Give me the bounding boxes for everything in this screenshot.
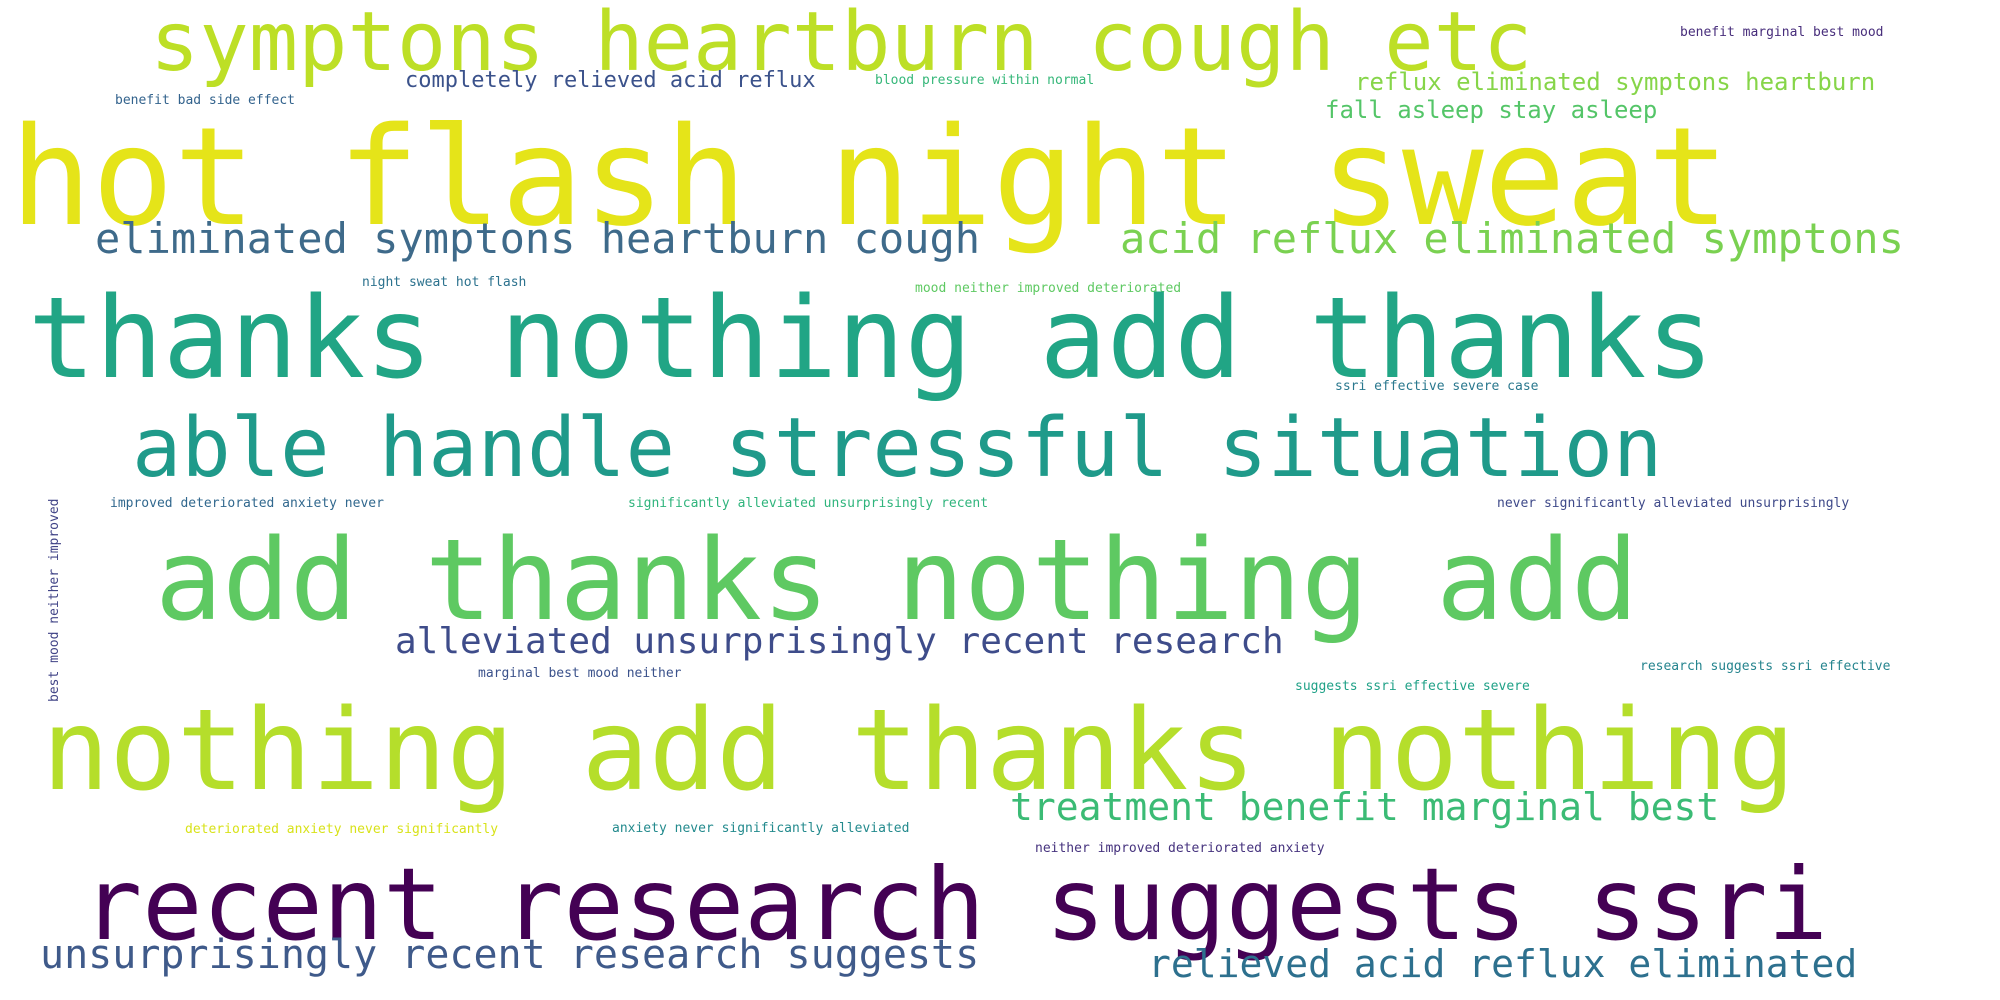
phrase-add-thanks-nothing-add: add thanks nothing add xyxy=(155,516,1639,646)
phrase-completely-relieved-acid-reflux: completely relieved acid reflux xyxy=(405,68,816,93)
phrase-night-sweat-hot-flash: night sweat hot flash xyxy=(362,275,527,290)
phrase-symptons-heartburn-cough-etc: symptons heartburn cough etc xyxy=(150,0,1533,90)
phrase-relieved-acid-reflux-eliminated: relieved acid reflux eliminated xyxy=(1148,942,1858,986)
phrase-benefit-bad-side-effect: benefit bad side effect xyxy=(115,93,296,108)
phrase-never-significantly-alleviated-unsurprisingly: never significantly alleviated unsurpris… xyxy=(1497,496,1850,511)
phrase-acid-reflux-eliminated-symptons: acid reflux eliminated symptons xyxy=(1120,214,1904,263)
phrase-suggests-ssri-effective-severe: suggests ssri effective severe xyxy=(1295,679,1530,694)
phrase-best-mood-neither-improved: best mood neither improved xyxy=(47,498,62,703)
phrase-deteriorated-anxiety-never-significantly: deteriorated anxiety never significantly xyxy=(185,822,499,837)
phrase-research-suggests-ssri-effective: research suggests ssri effective xyxy=(1640,659,1891,674)
phrase-nothing-add-thanks-nothing: nothing add thanks nothing xyxy=(42,686,1796,816)
phrase-hot-flash-night-sweat: hot flash night sweat xyxy=(10,99,1730,257)
phrase-improved-deteriorated-anxiety-never: improved deteriorated anxiety never xyxy=(110,496,384,511)
phrase-alleviated-unsurprisingly-recent-research: alleviated unsurprisingly recent researc… xyxy=(395,621,1284,662)
phrase-mood-neither-improved-deteriorated: mood neither improved deteriorated xyxy=(915,281,1182,296)
phrase-treatment-benefit-marginal-best: treatment benefit marginal best xyxy=(1010,785,1720,829)
phrase-eliminated-symptons-heartburn-cough: eliminated symptons heartburn cough xyxy=(95,214,981,263)
phrase-unsurprisingly-recent-research-suggests: unsurprisingly recent research suggests xyxy=(40,932,980,978)
phrase-reflux-eliminated-symptons-heartburn: reflux eliminated symptons heartburn xyxy=(1355,68,1876,96)
phrase-thanks-nothing-add-thanks: thanks nothing add thanks xyxy=(28,274,1714,404)
phrase-fall-asleep-stay-asleep: fall asleep stay asleep xyxy=(1325,96,1658,124)
phrase-marginal-best-mood-neither: marginal best mood neither xyxy=(478,666,682,681)
phrase-neither-improved-deteriorated-anxiety: neither improved deteriorated anxiety xyxy=(1035,841,1325,856)
phrase-benefit-marginal-best-mood: benefit marginal best mood xyxy=(1680,25,1884,40)
phrase-ssri-effective-severe-case: ssri effective severe case xyxy=(1335,379,1539,394)
phrase-significantly-alleviated-unsurprisingly-recent: significantly alleviated unsurprisingly … xyxy=(628,496,989,511)
phrase-blood-pressure-within-normal: blood pressure within normal xyxy=(875,73,1095,88)
phrase-recent-research-suggests-ssri: recent research suggests ssri xyxy=(82,846,1828,963)
phrase-able-handle-stressful-situation: able handle stressful situation xyxy=(132,401,1663,496)
phrase-anxiety-never-significantly-alleviated: anxiety never significantly alleviated xyxy=(612,821,910,836)
